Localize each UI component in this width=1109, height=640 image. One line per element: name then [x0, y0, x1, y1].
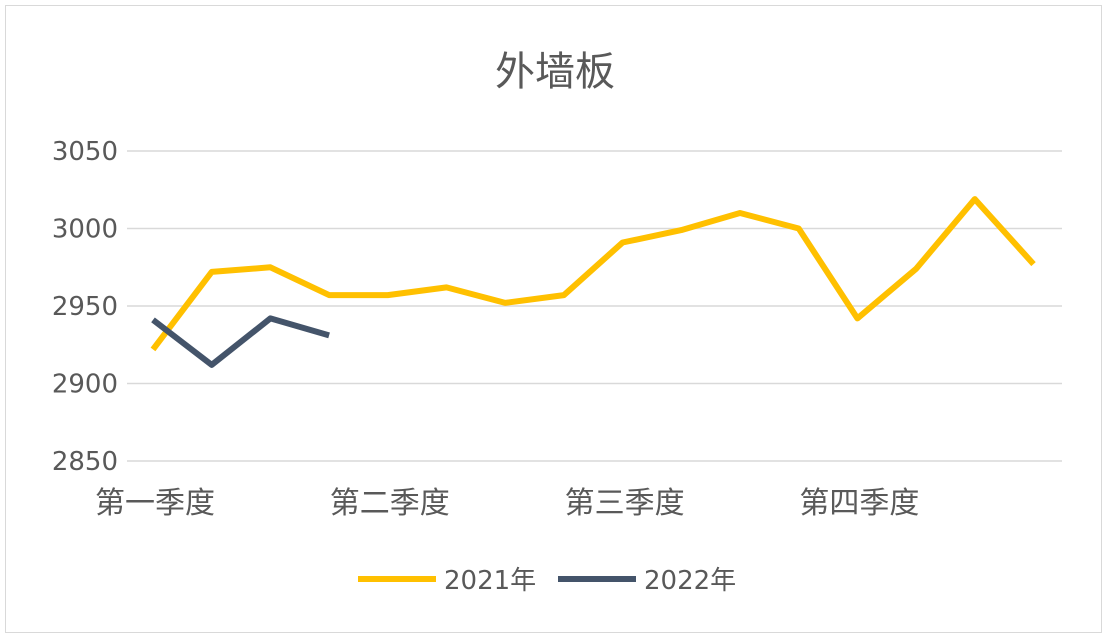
- chart-title: 外墙板: [495, 49, 615, 95]
- chart-frame: [5, 5, 1102, 633]
- series-line-2: [151, 315, 330, 368]
- series-line-1: [150, 196, 1036, 352]
- y-tick-label: 2850: [52, 447, 118, 477]
- y-axis-ticks: 2850 2900 2950 3000 3050: [52, 137, 118, 477]
- y-tick-label: 3050: [52, 137, 118, 167]
- y-tick-label: 3000: [52, 215, 118, 245]
- x-category-label: 第三季度: [565, 486, 685, 521]
- x-category-label: 第一季度: [95, 486, 215, 521]
- grid-lines: [127, 150, 1062, 462]
- legend-label-1: 2021年: [444, 566, 536, 596]
- y-tick-label: 2900: [52, 370, 118, 400]
- legend: 2021年 2022年: [358, 566, 736, 596]
- y-tick-label: 2950: [52, 292, 118, 322]
- x-category-label: 第四季度: [799, 486, 919, 521]
- x-category-label: 第二季度: [330, 486, 450, 521]
- legend-label-2: 2022年: [644, 566, 736, 596]
- x-axis-categories: 第一季度 第二季度 第三季度 第四季度: [95, 486, 919, 521]
- series-lines: [150, 196, 1036, 368]
